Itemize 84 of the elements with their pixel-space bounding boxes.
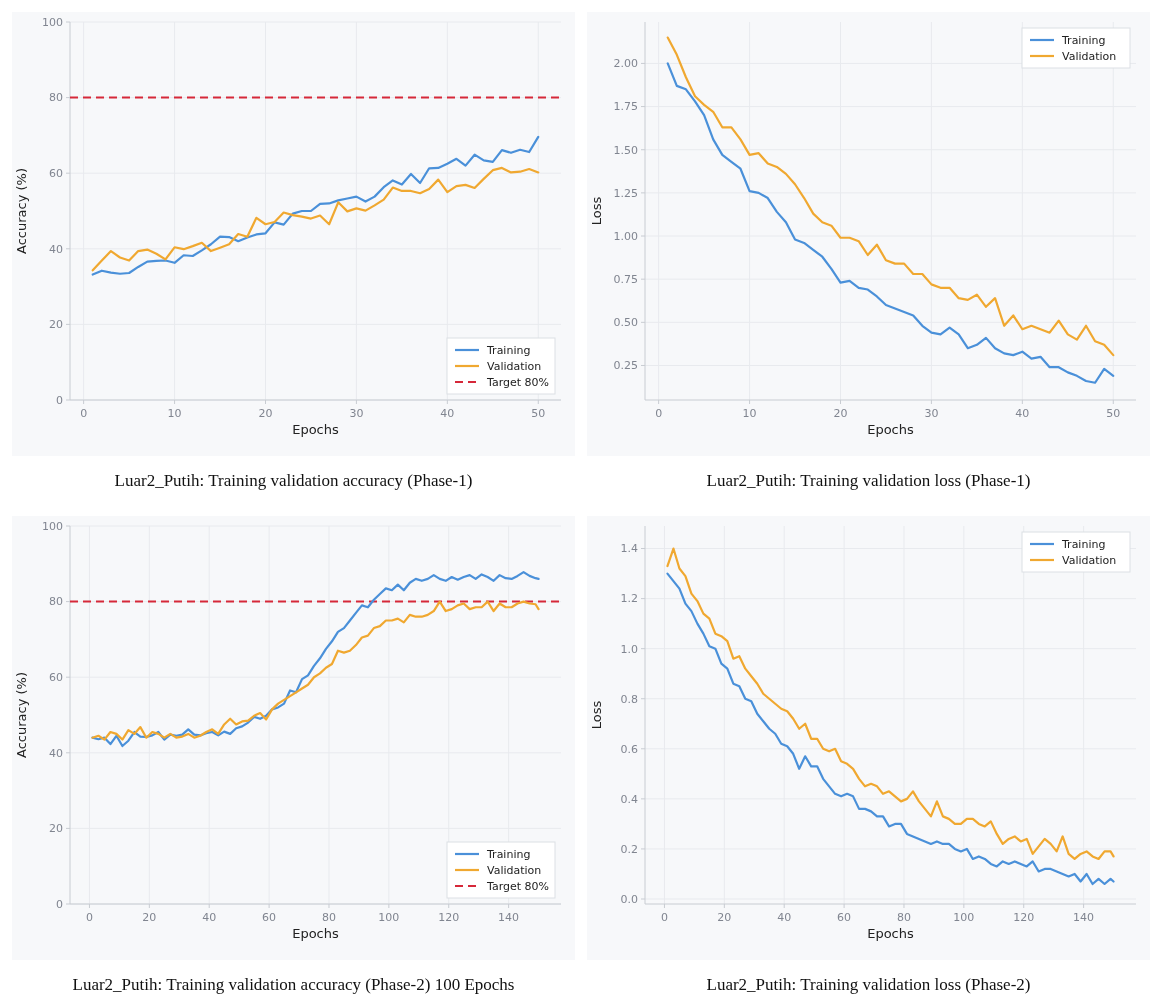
- x-axis-title: Epochs: [292, 422, 340, 437]
- y-tick-label: 40: [49, 746, 63, 760]
- y-axis-title: Loss: [589, 700, 604, 730]
- text: Luar2_Putih: Training validation accuracy (Phase-1): [114, 471, 473, 490]
- y-tick-label: 20: [49, 822, 63, 836]
- y-tick-label: 0.6: [620, 742, 638, 756]
- y-tick-label: 20: [49, 318, 63, 332]
- x-tick-label: 50: [1106, 407, 1121, 420]
- x-tick-label: 140: [498, 911, 520, 924]
- y-tick-label: 0.75: [613, 273, 638, 287]
- y-tick-label: 60: [49, 671, 63, 685]
- x-tick-label: 20: [717, 911, 732, 924]
- x-axis-title: Epochs: [292, 926, 340, 941]
- y-tick-label: 60: [49, 167, 63, 181]
- line-series: [666, 36, 1115, 357]
- y-tick-label: 1.50: [613, 143, 638, 157]
- x-tick-label: 10: [167, 407, 182, 420]
- legend-label: Training: [1061, 537, 1106, 551]
- legend-label: Validation: [1062, 49, 1117, 63]
- legend-label: Training: [486, 343, 531, 357]
- y-tick-label: 2.00: [613, 57, 638, 71]
- y-tick-label: 80: [49, 91, 63, 105]
- x-tick-label: 0: [660, 911, 668, 924]
- y-tick-label: 100: [42, 519, 63, 533]
- x-tick-label: 40: [440, 407, 455, 420]
- x-tick-label: 40: [202, 911, 217, 924]
- y-tick-label: 0: [56, 897, 63, 911]
- x-tick-label: 100: [953, 911, 975, 924]
- x-tick-label: 20: [258, 407, 273, 420]
- y-tick-label: 0.4: [620, 792, 638, 806]
- x-tick-label: 80: [321, 911, 336, 924]
- line-series: [91, 571, 540, 748]
- x-tick-label: 100: [378, 911, 400, 924]
- y-tick-label: 0.0: [620, 892, 638, 906]
- x-tick-label: 40: [1015, 407, 1030, 420]
- x-tick-label: 120: [438, 911, 460, 924]
- y-tick-label: 1.0: [620, 642, 638, 656]
- x-tick-label: 20: [142, 911, 157, 924]
- y-tick-label: 1.4: [620, 542, 638, 556]
- x-tick-label: 0: [80, 407, 88, 420]
- legend-label: Target 80%: [486, 375, 549, 389]
- legend-label: Validation: [487, 863, 542, 877]
- x-tick-label: 40: [777, 911, 792, 924]
- y-tick-label: 1.75: [613, 100, 638, 114]
- legend-label: Training: [1061, 33, 1106, 47]
- y-axis-title: Loss: [589, 196, 604, 226]
- line-series: [666, 62, 1115, 384]
- y-axis-title: Accuracy (%): [14, 672, 29, 758]
- y-tick-label: 100: [42, 15, 63, 29]
- legend-label: Validation: [1062, 553, 1117, 567]
- legend-label: Training: [486, 847, 531, 861]
- legend-label: Validation: [487, 359, 542, 373]
- legend-label: Target 80%: [486, 879, 549, 893]
- y-tick-label: 1.25: [613, 186, 638, 200]
- x-tick-label: 30: [924, 407, 939, 420]
- x-tick-label: 50: [531, 407, 546, 420]
- x-tick-label: 80: [896, 911, 911, 924]
- x-tick-label: 60: [262, 911, 277, 924]
- x-tick-label: 0: [655, 407, 663, 420]
- x-axis-title: Epochs: [867, 422, 915, 437]
- line-series: [91, 600, 540, 741]
- y-tick-label: 1.00: [613, 229, 638, 243]
- x-tick-label: 30: [349, 407, 364, 420]
- x-tick-label: 10: [742, 407, 757, 420]
- y-tick-label: 40: [49, 242, 63, 256]
- text: Luar2_Putih: Training validation accuracy (Phase-2) 100 Epochs: [72, 975, 515, 994]
- y-tick-label: 0: [56, 393, 63, 407]
- x-tick-label: 20: [833, 407, 848, 420]
- y-tick-label: 80: [49, 595, 63, 609]
- x-tick-label: 120: [1013, 911, 1035, 924]
- y-tick-label: 1.2: [620, 592, 638, 606]
- line-series: [91, 166, 540, 272]
- y-axis-title: Accuracy (%): [14, 168, 29, 254]
- x-tick-label: 60: [837, 911, 852, 924]
- x-axis-title: Epochs: [867, 926, 915, 941]
- text: Luar2_Putih: Training validation loss (Phase-2): [706, 975, 1031, 994]
- text: Luar2_Putih: Training validation loss (Phase-1): [706, 471, 1031, 490]
- y-tick-label: 0.25: [613, 359, 638, 373]
- y-tick-label: 0.8: [620, 692, 638, 706]
- x-tick-label: 0: [85, 911, 93, 924]
- x-tick-label: 140: [1073, 911, 1095, 924]
- y-tick-label: 0.2: [620, 842, 638, 856]
- y-tick-label: 0.50: [613, 316, 638, 330]
- line-series: [91, 135, 540, 276]
